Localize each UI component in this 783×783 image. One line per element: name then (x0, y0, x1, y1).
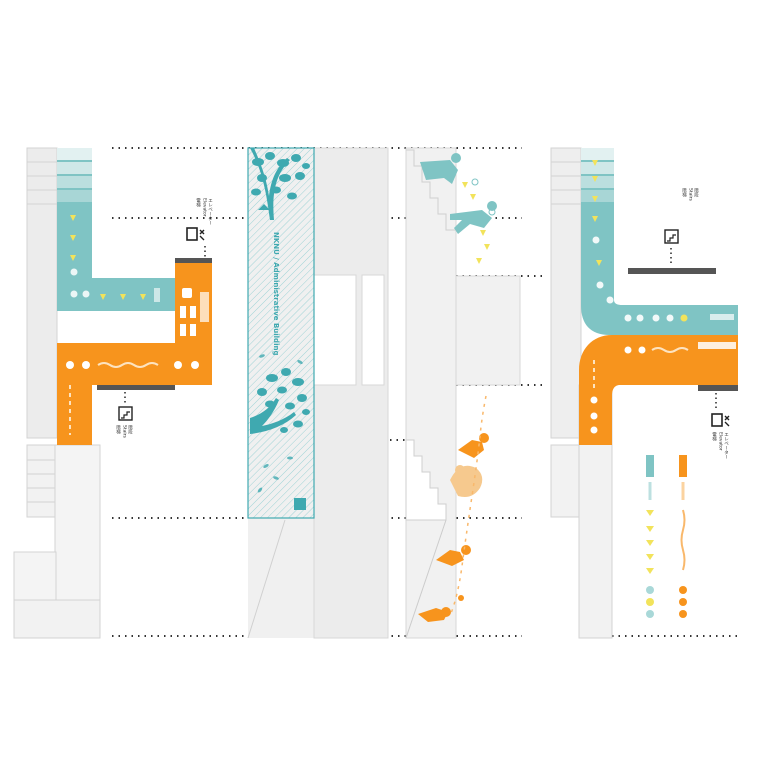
svg-text:Stairs: Stairs (688, 188, 694, 201)
elevator-icon (711, 413, 723, 427)
route-legend (646, 455, 687, 618)
person-climbing-icon (450, 465, 483, 497)
svg-text:電梯: 電梯 (712, 432, 717, 443)
person-climbing-icon (420, 153, 497, 234)
stairs-icon (118, 406, 133, 421)
tree-banner: NKNU / Administrative Building (247, 147, 315, 519)
elevator-sign-left: 電梯 Elevator エレベーター (186, 198, 213, 258)
svg-text:階梯: 階梯 (116, 424, 121, 436)
person-climbing-icon (418, 433, 489, 622)
left-floor-plan: 電梯 Elevator エレベーター 階梯 Stairs 階段 (13, 147, 213, 639)
tree-icon (250, 148, 310, 220)
svg-text:Stairs: Stairs (122, 425, 128, 438)
svg-text:Elevator: Elevator (718, 432, 724, 451)
svg-text:階段: 階段 (694, 187, 699, 199)
dotted-guide-lines (112, 147, 742, 637)
elevator-icon (186, 227, 198, 241)
elevator-sign-right: 電梯 Elevator エレベーター (711, 393, 730, 459)
orange-path-left (57, 262, 212, 445)
stairs-sign-left: 階梯 Stairs 階段 (116, 392, 133, 438)
right-floor-plan: 階梯 Stairs 階段 電梯 Elevator エレベーター (550, 147, 738, 639)
stairs-sign-right: 階梯 Stairs 階段 (664, 187, 699, 264)
svg-text:階段: 階段 (128, 424, 133, 436)
svg-text:Elevator: Elevator (202, 198, 208, 217)
orange-path-right (579, 335, 700, 445)
svg-text:階梯: 階梯 (682, 187, 687, 199)
svg-text:電梯: 電梯 (196, 198, 201, 209)
svg-text:エレベーター: エレベーター (208, 198, 213, 225)
stairs-icon (664, 229, 679, 244)
triangle-markers-left (70, 215, 146, 300)
banner-title: NKNU / Administrative Building (272, 232, 280, 355)
svg-text:エレベーター: エレベーター (724, 432, 729, 459)
tree-icon (250, 368, 310, 434)
